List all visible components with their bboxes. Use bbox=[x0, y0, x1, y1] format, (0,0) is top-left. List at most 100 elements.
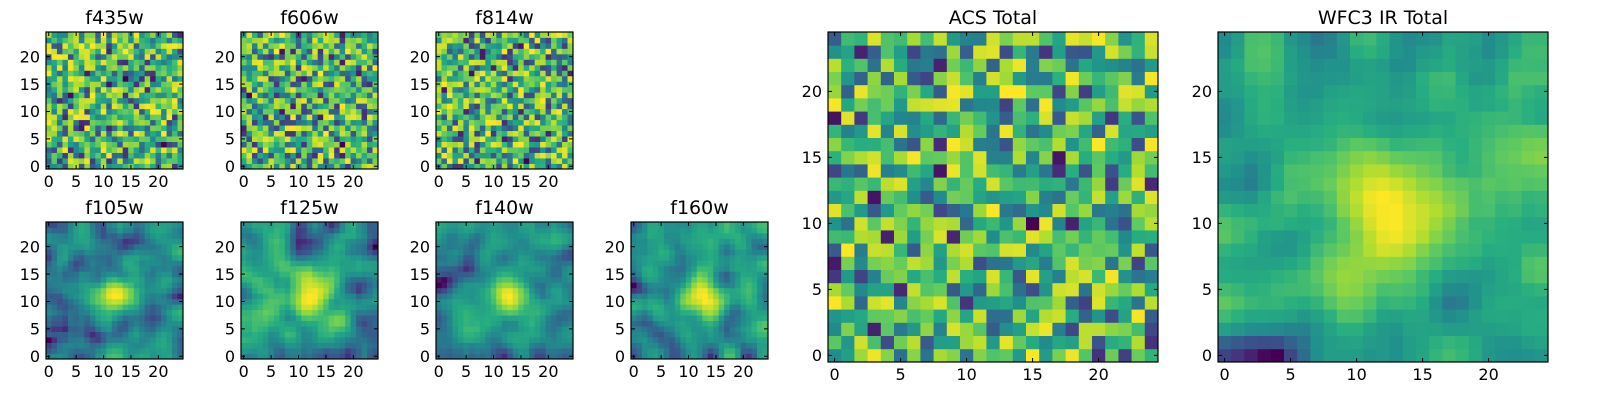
heatmap-cell bbox=[328, 37, 335, 44]
heatmap-cell bbox=[128, 158, 135, 164]
heatmap-cell bbox=[246, 86, 253, 93]
heatmap-cell bbox=[257, 243, 264, 250]
heatmap-cell bbox=[545, 86, 552, 93]
heatmap-cell bbox=[647, 326, 654, 332]
heatmap-cell bbox=[562, 298, 568, 305]
heatmap-cell bbox=[95, 147, 102, 153]
heatmap-cell bbox=[356, 152, 362, 159]
heatmap-cell bbox=[663, 337, 670, 343]
heatmap-cell bbox=[279, 227, 286, 234]
heatmap-cell bbox=[284, 108, 291, 115]
heatmap-cell bbox=[485, 75, 492, 82]
heatmap-cell bbox=[122, 158, 129, 164]
heatmap-cell bbox=[707, 304, 714, 311]
heatmap-cell bbox=[279, 298, 286, 305]
heatmap-cell bbox=[518, 158, 525, 164]
heatmap-cell bbox=[534, 309, 541, 316]
heatmap-cell bbox=[372, 227, 379, 234]
heatmap-cell bbox=[1078, 282, 1093, 297]
heatmap-cell bbox=[166, 271, 173, 278]
heatmap-cell bbox=[707, 265, 714, 272]
heatmap-cell bbox=[356, 37, 362, 44]
heatmap-cell bbox=[567, 309, 574, 316]
heatmap-cell bbox=[463, 227, 470, 234]
heatmap-cell bbox=[117, 227, 124, 234]
heatmap-cell bbox=[78, 163, 85, 170]
heatmap-cell bbox=[529, 108, 536, 115]
heatmap-cell bbox=[534, 53, 541, 60]
heatmap-cell bbox=[139, 48, 146, 55]
heatmap-cell bbox=[658, 243, 665, 250]
heatmap-cell bbox=[334, 59, 341, 66]
heatmap-cell bbox=[479, 304, 486, 311]
heatmap-cell bbox=[95, 75, 102, 82]
heatmap-cell bbox=[95, 70, 102, 77]
heatmap-cell bbox=[133, 158, 140, 164]
y-tick-label: 10 bbox=[605, 292, 625, 311]
heatmap-cell bbox=[251, 276, 258, 283]
heatmap-cell bbox=[534, 86, 541, 93]
heatmap-cell bbox=[757, 287, 763, 294]
heatmap-cell bbox=[479, 320, 486, 327]
heatmap-cell bbox=[556, 42, 563, 49]
heatmap-cell bbox=[490, 315, 497, 322]
heatmap-cell bbox=[262, 260, 269, 267]
heatmap-cell bbox=[841, 348, 855, 363]
heatmap-cell bbox=[446, 141, 453, 148]
heatmap-cell bbox=[312, 315, 319, 322]
heatmap-cell bbox=[350, 315, 357, 322]
heatmap-cell bbox=[246, 163, 253, 170]
heatmap-cell bbox=[452, 75, 459, 82]
heatmap-cell bbox=[562, 97, 568, 104]
heatmap-cell bbox=[474, 130, 481, 137]
heatmap-cell bbox=[51, 271, 58, 278]
heatmap-cell bbox=[920, 164, 934, 178]
heatmap-cell bbox=[273, 320, 280, 327]
heatmap-cell bbox=[295, 53, 302, 60]
heatmap-cell bbox=[306, 271, 313, 278]
heatmap-cell bbox=[328, 265, 335, 272]
heatmap-cell bbox=[658, 293, 665, 300]
heatmap-cell bbox=[334, 75, 341, 82]
heatmap-cell bbox=[545, 282, 552, 289]
heatmap-cell bbox=[1144, 216, 1159, 231]
heatmap-cell bbox=[150, 337, 156, 343]
heatmap-cell bbox=[317, 331, 324, 338]
heatmap-cell bbox=[1078, 322, 1093, 336]
heatmap-cell bbox=[545, 53, 552, 60]
heatmap-cell bbox=[999, 190, 1014, 204]
heatmap-cell bbox=[78, 249, 85, 256]
heatmap-cell bbox=[356, 298, 362, 305]
panel-title: f606w bbox=[280, 7, 339, 29]
heatmap-cell bbox=[306, 320, 313, 327]
heatmap-cells bbox=[46, 32, 184, 170]
heatmap-cell bbox=[485, 64, 492, 71]
heatmap-cell bbox=[372, 287, 379, 294]
heatmap-cell bbox=[718, 265, 725, 272]
heatmap-cell bbox=[67, 309, 74, 316]
heatmap-cell bbox=[501, 158, 508, 164]
heatmap-cell bbox=[463, 337, 470, 343]
heatmap-cell bbox=[323, 108, 330, 115]
heatmap-cell bbox=[512, 265, 519, 272]
y-tick-label: 5 bbox=[420, 320, 430, 339]
heatmap-cell bbox=[268, 249, 275, 256]
heatmap-cell bbox=[128, 37, 135, 44]
heatmap-cell bbox=[556, 293, 563, 300]
heatmap-cell bbox=[139, 136, 146, 142]
heatmap-cell bbox=[1131, 243, 1146, 257]
heatmap-cell bbox=[880, 282, 895, 297]
heatmap-cell bbox=[746, 315, 752, 322]
heatmap-cell bbox=[1118, 216, 1132, 231]
heatmap-cell bbox=[452, 32, 459, 38]
heatmap-cell bbox=[523, 114, 530, 121]
heatmap-cell bbox=[172, 92, 178, 99]
heatmap-cell bbox=[95, 136, 102, 142]
heatmap-cell bbox=[117, 163, 124, 170]
heatmap-cell bbox=[663, 298, 670, 305]
heatmap-cell bbox=[562, 249, 568, 256]
heatmap-cell bbox=[479, 37, 486, 44]
heatmap-cell bbox=[867, 348, 882, 363]
heatmap-cell bbox=[729, 348, 736, 354]
